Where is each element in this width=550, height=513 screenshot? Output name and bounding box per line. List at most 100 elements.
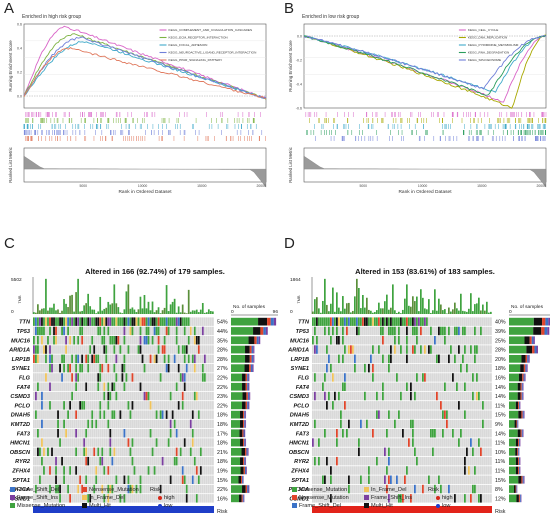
onco-cell [207,391,210,401]
onco-cell [167,419,170,429]
onco-cell [157,456,160,466]
onco-cell [462,419,464,429]
onco-cell [336,456,338,466]
onco-cell [211,484,214,494]
risk-label: Risk [495,509,506,513]
onco-cell [452,317,454,326]
onco-cell [127,429,130,438]
onco-cell [69,456,72,466]
onco-cell [316,466,318,475]
onco-cell [482,429,484,438]
onco-cell [484,410,486,419]
count-bar-seg [245,345,250,354]
tmb-bar [394,310,396,314]
onco-cell [137,382,140,391]
onco-cell [191,447,194,457]
onco-cell [37,410,39,419]
onco-cell [470,447,472,457]
onco-cell [67,438,69,447]
onco-cell [322,391,324,401]
onco-cell [446,317,448,326]
onco-cell [434,419,436,429]
onco-cell [364,438,366,447]
onco-cell [177,373,180,382]
gene-label-SPTA1: SPTA1 [12,478,30,484]
onco-cell [43,466,45,475]
onco-cell [135,475,138,484]
onco-cell [326,354,328,364]
onco-cell [197,363,200,373]
onco-cell [360,466,362,475]
count-bar-seg [519,457,520,465]
onco-cell [460,438,462,447]
legend-swatch [292,503,297,509]
onco-cell [390,354,392,364]
onco-cell [470,345,472,354]
tmb-bar [121,313,124,314]
onco-cell [201,429,204,438]
onco-cell [163,354,166,364]
onco-cell [326,410,328,419]
onco-cell [410,401,412,410]
onco-cell [454,475,456,484]
onco-cell [416,373,418,382]
count-bar-seg [248,336,255,345]
onco-cell [175,391,178,401]
onco-cell [209,447,212,457]
onco-cell [81,401,84,410]
onco-cell [440,438,442,447]
onco-cell [380,475,382,484]
onco-cell [376,410,378,419]
onco-cell [422,326,424,336]
onco-cell [79,429,82,438]
onco-cell [418,326,420,336]
tmb-bar [175,312,178,314]
onco-cell [195,354,198,364]
count-bar-seg [547,327,550,335]
onco-cell [107,373,110,382]
onco-cell [478,373,480,382]
onco-cell [55,345,57,354]
onco-cell [312,475,314,484]
onco-cell [446,363,448,373]
onco-cell [392,391,394,401]
count-bar-seg [231,345,246,354]
onco-cell [149,345,152,354]
gene-label-TP53: TP53 [17,329,31,335]
onco-cell [111,466,114,475]
onco-cell [428,401,430,410]
onco-cell [147,363,150,373]
onco-cell [474,326,476,336]
onco-cell [85,475,88,484]
onco-cell [396,345,398,354]
onco-cell [490,484,492,494]
gene-pct-FAT3: 14% [495,431,506,437]
tmb-bar [199,309,202,314]
onco-cell [163,456,166,466]
onco-cell [312,336,314,345]
onco-cell [107,401,110,410]
tmb-bar [488,312,490,314]
onco-cell [448,326,450,336]
onco-cell [73,401,76,410]
tmb-bar [404,298,406,314]
onco-cell [55,391,57,401]
onco-cell [360,410,362,419]
onco-cell [93,317,96,326]
onco-cell [37,447,39,457]
count-bar-seg [520,494,522,503]
onco-cell [205,336,208,345]
onco-cell [470,391,472,401]
onco-cell [408,484,410,494]
onco-cell [181,354,184,364]
onco-cell [440,419,442,429]
onco-cell [117,494,120,503]
onco-cell [332,382,334,391]
onco-cell [418,419,420,429]
onco-cell [370,363,372,373]
onco-cell [161,373,164,382]
onco-cell [77,410,80,419]
onco-cell [338,410,340,419]
onco-cell [175,429,178,438]
onco-cell [406,345,408,354]
